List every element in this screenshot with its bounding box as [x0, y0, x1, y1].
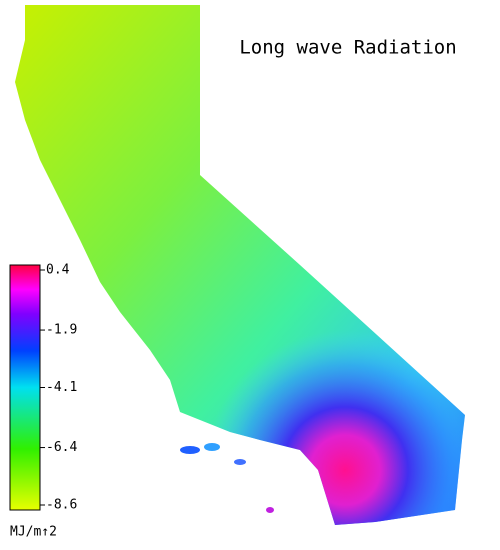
colorbar-tick-label: -8.6: [46, 498, 77, 513]
colorbar-tick-label: -1.9: [46, 323, 77, 338]
colorbar-tick-label: -6.4: [46, 440, 77, 455]
colorbar-label: MJ/m↑2: [10, 525, 57, 540]
colorbar: [9, 264, 41, 511]
colorbar-tick-label: -4.1: [46, 380, 77, 395]
california-shape: [15, 5, 465, 525]
map-title: Long wave Radiation: [239, 37, 456, 59]
colorbar-tick-label: 0.4: [46, 263, 70, 278]
